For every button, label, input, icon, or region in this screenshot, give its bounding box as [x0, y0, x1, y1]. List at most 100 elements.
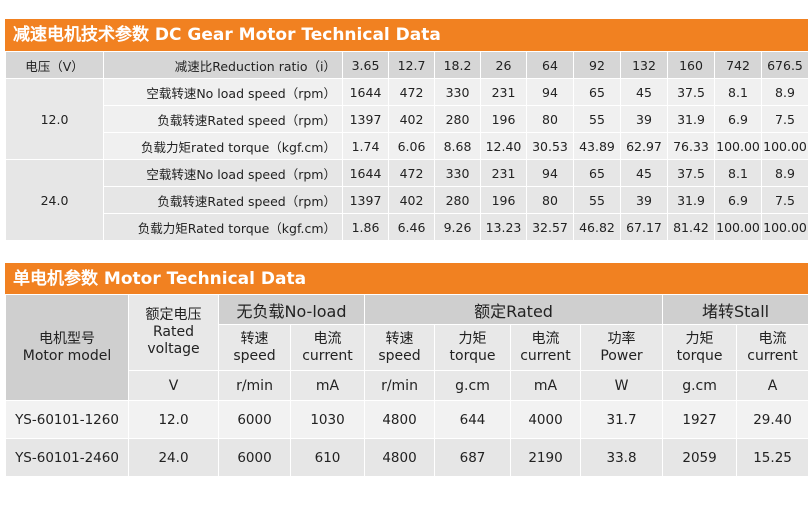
spec-value: 100.00	[714, 132, 762, 160]
spec-value: 32.57	[526, 213, 574, 241]
gear-motor-section-title: 减速电机技术参数 DC Gear Motor Technical Data	[5, 19, 808, 51]
unit-cell: g.cm	[434, 370, 511, 401]
motor-table: 电机型号 Motor model 额定电压 Rated voltage 无负载No-…	[5, 294, 810, 477]
spec-label: 空载转速No load speed（rpm）	[103, 78, 343, 106]
unit-cell: A	[736, 370, 810, 401]
spec-value: 55	[573, 186, 621, 214]
spec-value: 231	[480, 159, 527, 187]
ratio-value: 160	[667, 51, 715, 79]
unit-cell: g.cm	[662, 370, 738, 401]
spec-row: 12.0 空载转速No load speed（rpm） 1644 472 330 231 9…	[5, 78, 809, 160]
unit-cell: r/min	[218, 370, 291, 401]
spec-value: 37.5	[667, 78, 715, 106]
header-row-1: 电机型号 Motor model 额定电压 Rated voltage 无负载No-…	[5, 294, 810, 401]
spec-value: 100.00	[714, 213, 762, 241]
spec-value: 402	[388, 186, 435, 214]
spec-value: 45	[620, 159, 668, 187]
ratio-value: 676.5	[761, 51, 809, 79]
spec-value: 402	[388, 105, 435, 133]
spec-value: 1644	[342, 78, 389, 106]
spec-value: 37.5	[667, 159, 715, 187]
spec-value: 80	[526, 105, 574, 133]
spec-value: 81.42	[667, 213, 715, 241]
spec-label: 负载力矩rated torque（kgf.cm）	[103, 132, 343, 160]
ratio-value: 3.65	[342, 51, 389, 79]
rated-header: 额定Rated	[363, 294, 664, 325]
motor-section-title: 单电机参数 Motor Technical Data	[5, 263, 808, 295]
sub-header: 电流 current	[510, 324, 581, 371]
voltage-cell: 24.0	[5, 159, 104, 241]
spec-value: 45	[620, 78, 668, 106]
sub-header: 力矩 torque	[434, 324, 511, 371]
spec-value: 100.00	[761, 132, 809, 160]
spec-label: 负载转速Rated speed（rpm）	[103, 186, 343, 214]
sub-header: 转速 speed	[364, 324, 435, 371]
ratio-value: 18.2	[434, 51, 481, 79]
spec-value: 1644	[342, 159, 389, 187]
unit-cell: r/min	[364, 370, 435, 401]
model-cell: YS-60101-1260	[5, 400, 129, 439]
rated-voltage-header: 额定电压 Rated voltage	[128, 294, 219, 371]
spec-value: 8.1	[714, 78, 762, 106]
sub-header: 功率 Power	[579, 324, 664, 371]
spec-row: 24.0 空载转速No load speed（rpm） 1644 472 330 231 9…	[5, 159, 809, 241]
spec-value: 6.46	[388, 213, 435, 241]
spec-value: 31.9	[667, 105, 715, 133]
sub-header: 电流 current	[290, 324, 365, 371]
spec-row: 负载转速Rated speed（rpm） 1397 402 280 196 80 55 39 3…	[6, 105, 809, 133]
spec-value: 280	[434, 186, 481, 214]
spec-value: 8.9	[761, 78, 809, 106]
spec-value: 39	[620, 186, 668, 214]
noload-header: 无负载No-load	[218, 294, 365, 325]
sub-header: 转速 speed	[218, 324, 291, 371]
motor-value: 1927	[662, 400, 738, 439]
spec-value: 100.00	[761, 213, 809, 241]
spec-value: 8.9	[761, 159, 809, 187]
spec-value: 7.5	[761, 186, 809, 214]
spec-row: 负载转速Rated speed（rpm） 1397 402 280 196 80 55 39 3…	[6, 186, 809, 214]
spec-value: 94	[526, 78, 574, 106]
spec-value: 67.17	[620, 213, 668, 241]
motor-value: 12.0	[128, 400, 219, 439]
motor-value: 1030	[290, 400, 365, 439]
motor-row: YS-60101-2460 24.0 6000 610 4800 687 2190 33.8 2…	[5, 438, 810, 477]
spec-label: 空载转速No load speed（rpm）	[103, 159, 343, 187]
spec-value: 80	[526, 186, 574, 214]
spec-value: 6.9	[714, 186, 762, 214]
ratio-value: 92	[573, 51, 621, 79]
spec-value: 472	[388, 78, 435, 106]
sub-header: 力矩 torque	[662, 324, 738, 371]
spec-value: 30.53	[526, 132, 574, 160]
spec-row: 负载力矩rated torque（kgf.cm） 1.74 6.06 8.68 12.4…	[6, 132, 809, 160]
motor-value: 33.8	[579, 438, 664, 477]
spec-value: 196	[480, 186, 527, 214]
spec-label: 负载转速Rated speed（rpm）	[103, 105, 343, 133]
ratio-value: 26	[480, 51, 527, 79]
spec-value: 1397	[342, 186, 389, 214]
motor-value: 644	[434, 400, 511, 439]
motor-value: 31.7	[579, 400, 664, 439]
motor-value: 15.25	[736, 438, 810, 477]
spec-value: 8.68	[434, 132, 481, 160]
spec-label: 负载力矩Rated torque（kgf.cm）	[103, 213, 343, 241]
unit-cell: mA	[510, 370, 581, 401]
motor-row: YS-60101-1260 12.0 6000 1030 4800 644 4000 31.7…	[5, 400, 810, 439]
ratio-row: 电压（V） 减速比Reduction ratio（i） 3.65 12.7 18.2 26…	[5, 51, 809, 79]
motor-value: 6000	[218, 400, 291, 439]
spec-value: 280	[434, 105, 481, 133]
model-cell: YS-60101-2460	[5, 438, 129, 477]
spec-value: 6.06	[388, 132, 435, 160]
ratio-value: 64	[526, 51, 574, 79]
header-row-2: 转速 speed 电流 current 转速 speed 力矩 torque 电流 cu…	[6, 324, 810, 371]
motor-value: 6000	[218, 438, 291, 477]
spec-value: 1.86	[342, 213, 389, 241]
spec-value: 39	[620, 105, 668, 133]
spec-value: 330	[434, 78, 481, 106]
ratio-value: 12.7	[388, 51, 435, 79]
motor-value: 24.0	[128, 438, 219, 477]
motor-value: 2190	[510, 438, 581, 477]
spec-value: 8.1	[714, 159, 762, 187]
unit-cell: mA	[290, 370, 365, 401]
motor-value: 4800	[364, 438, 435, 477]
spec-value: 1.74	[342, 132, 389, 160]
